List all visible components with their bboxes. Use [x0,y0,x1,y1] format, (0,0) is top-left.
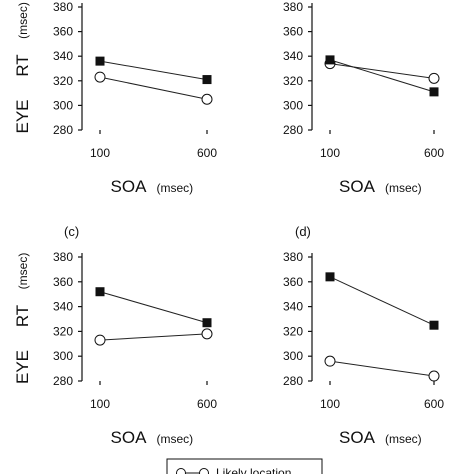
series-line-filled-square [99,60,208,81]
x-tick-label: 100 [90,397,110,411]
data-point-filled-square [95,287,105,297]
series-line-filled-square [329,59,435,93]
x-axis-label: SOA [111,177,148,196]
data-point-open-circle [428,72,440,84]
y-tick-label: 360 [283,275,303,289]
y-tick-label: 340 [53,300,73,314]
x-tick-label: 600 [197,146,217,160]
y-tick-label: 320 [53,324,73,338]
y-tick-label: 280 [283,123,303,137]
data-point-open-circle [201,93,213,105]
y-axis-label-main: EYE [13,350,32,384]
y-tick-label: 380 [283,0,303,14]
y-tick-label: 380 [283,250,303,264]
y-tick-label: 380 [53,0,73,14]
y-tick-label: 280 [283,374,303,388]
y-tick-label: 320 [53,74,73,88]
y-tick-label: 340 [53,49,73,63]
x-axis-unit: (msec) [385,181,422,195]
y-axis-label-rt: RT [13,305,32,327]
series-line-open-circle [99,333,208,341]
data-point-open-circle [324,355,336,367]
chart-panel-2: 280 300 320 340 360 380 100 600 SOA (msec) [283,0,444,196]
y-tick-label: 280 [53,374,73,388]
chart-panel-3: 280 300 320 340 360 380 100 600 SOA (msec) EYE RT (m… [13,224,217,447]
y-tick-label: 300 [53,98,73,112]
x-axis-label: SOA [339,177,376,196]
series-line-open-circle [99,76,208,100]
x-tick-label: 600 [197,397,217,411]
legend-entry-label: Likely location [216,466,291,474]
chart-panel-1: 280 300 320 340 360 380 100 600 SOA (msec) EYE RT (m… [13,0,217,196]
y-axis-label-unit: (msec) [16,253,30,290]
y-axis-label-main: EYE [13,99,32,133]
x-tick-label: 100 [90,146,110,160]
y-tick-label: 300 [283,349,303,363]
data-point-filled-square [325,272,335,282]
data-point-open-circle [428,370,440,382]
data-point-filled-square [325,55,335,65]
x-axis-unit: (msec) [157,432,194,446]
y-axis-label: EYE RT (msec) [13,2,32,133]
legend: Likely location [166,458,323,474]
y-tick-label: 340 [283,49,303,63]
panel-label: (d) [295,224,311,239]
data-point-filled-square [429,320,439,330]
y-tick-label: 320 [283,324,303,338]
x-axis-label: SOA [111,428,148,447]
y-tick-label: 320 [283,74,303,88]
data-point-filled-square [429,87,439,97]
y-axis-label-rt: RT [13,54,32,76]
legend-open-circle-marker [199,468,209,474]
y-tick-label: 360 [283,25,303,39]
data-point-filled-square [95,56,105,66]
series-line-open-circle [329,63,435,79]
panel-label: (c) [64,224,79,239]
series-line-filled-square [329,276,435,326]
x-tick-label: 600 [424,397,444,411]
x-tick-label: 100 [320,146,340,160]
y-tick-label: 340 [283,300,303,314]
y-tick-label: 360 [53,275,73,289]
x-axis-label: SOA [339,428,376,447]
data-point-open-circle [94,334,106,346]
y-tick-label: 300 [283,98,303,112]
y-tick-label: 300 [53,349,73,363]
legend-box [166,458,323,474]
y-tick-label: 280 [53,123,73,137]
y-tick-label: 380 [53,250,73,264]
x-tick-label: 600 [424,146,444,160]
data-point-filled-square [202,318,212,328]
y-axis-label-unit: (msec) [16,2,30,39]
series-line-filled-square [99,291,208,324]
x-axis-unit: (msec) [157,181,194,195]
x-tick-label: 100 [320,397,340,411]
data-point-filled-square [202,75,212,85]
y-tick-label: 360 [53,25,73,39]
legend-open-circle-marker [176,468,186,474]
data-point-open-circle [94,71,106,83]
chart-panel-4: 280 300 320 340 360 380 100 600 SOA (msec) (d) [283,224,444,447]
series-line-open-circle [329,360,435,377]
y-axis-label: EYE RT (msec) [13,253,32,384]
data-point-open-circle [201,328,213,340]
x-axis-unit: (msec) [385,432,422,446]
